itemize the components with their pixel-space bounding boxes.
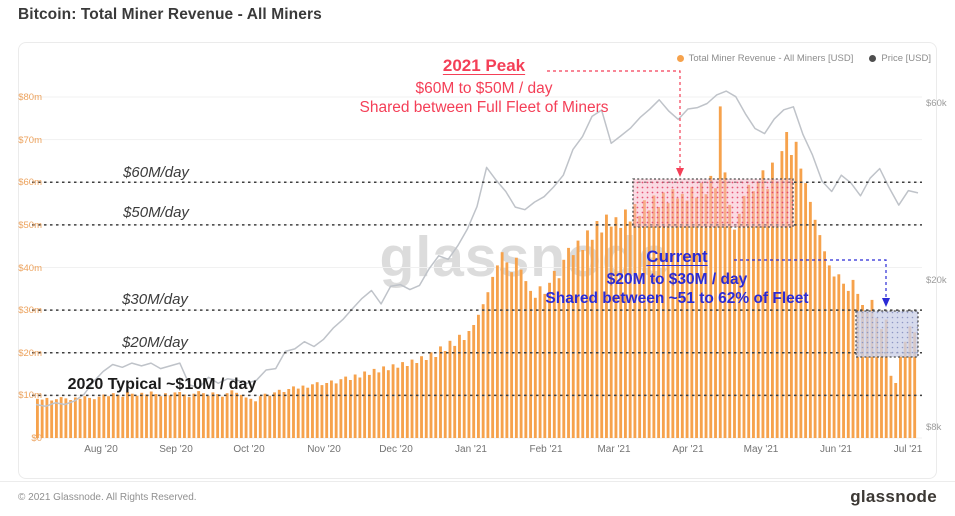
peak-annotation-title: 2021 Peak bbox=[442, 56, 526, 75]
y-tick-left-$40m: $40m bbox=[18, 262, 42, 274]
x-tick-Apr '21: Apr '21 bbox=[672, 444, 704, 455]
peak-annotation: 2021 Peak $60M to $50M / day Shared betw… bbox=[360, 56, 609, 117]
x-tick-Jan '21: Jan '21 bbox=[455, 444, 487, 455]
current-annotation-line1: $20M to $30M / day bbox=[606, 271, 748, 288]
x-tick-Jul '21: Jul '21 bbox=[893, 444, 923, 455]
legend-item-price[interactable]: Price [USD] bbox=[869, 53, 931, 64]
peak-connector-line bbox=[547, 70, 681, 168]
x-tick-May '21: May '21 bbox=[743, 444, 779, 455]
footer-divider bbox=[0, 481, 955, 482]
y-tick-left-$20m: $20m bbox=[18, 347, 42, 359]
y-tick-right-$8k: $8k bbox=[926, 422, 942, 433]
legend-label-price: Price [USD] bbox=[881, 53, 931, 64]
x-tick-Jun '21: Jun '21 bbox=[820, 444, 852, 455]
y-tick-left-$30m: $30m bbox=[18, 305, 42, 317]
peak-annotation-line2: Shared between Full Fleet of Miners bbox=[359, 99, 609, 116]
typical-2020-annotation: 2020 Typical ~$10M / day bbox=[67, 376, 257, 393]
level-label-20m: $20M/day bbox=[122, 334, 188, 351]
y-tick-left-$50m: $50m bbox=[18, 219, 42, 231]
x-tick-Oct '20: Oct '20 bbox=[233, 444, 265, 455]
x-tick-Mar '21: Mar '21 bbox=[597, 444, 631, 455]
level-label-30m: $30M/day bbox=[122, 291, 188, 308]
current-connector-line bbox=[734, 259, 887, 298]
level-label-50m: $50M/day bbox=[123, 204, 189, 221]
current-annotation-line2: Shared between ~51 to 62% of Fleet bbox=[545, 290, 809, 307]
price-line bbox=[35, 90, 919, 408]
peak-annotation-line1: $60M to $50M / day bbox=[415, 80, 553, 97]
peak-arrow-icon bbox=[676, 168, 684, 177]
y-tick-left-$70m: $70m bbox=[18, 134, 42, 146]
dashed-level-lines bbox=[32, 181, 922, 397]
x-tick-Sep '20: Sep '20 bbox=[159, 444, 193, 455]
footer-copyright: © 2021 Glassnode. All Rights Reserved. bbox=[18, 492, 197, 503]
x-tick-Feb '21: Feb '21 bbox=[529, 444, 563, 455]
current-annotation: Current $20M to $30M / day Shared betwee… bbox=[545, 247, 808, 308]
price-series-dot-icon bbox=[869, 55, 877, 62]
y-tick-right-$60k: $60k bbox=[926, 98, 947, 109]
x-tick-Dec '20: Dec '20 bbox=[379, 444, 413, 455]
page-title: Bitcoin: Total Miner Revenue - All Miner… bbox=[18, 6, 322, 23]
legend-item-revenue[interactable]: Total Miner Revenue - All Miners [USD] bbox=[676, 53, 854, 64]
x-tick-Aug '20: Aug '20 bbox=[84, 444, 118, 455]
chart-legend: Total Miner Revenue - All Miners [USD] P… bbox=[676, 53, 931, 64]
current-arrow-icon bbox=[882, 298, 890, 307]
y-tick-left-$0: $0 bbox=[31, 433, 42, 444]
x-tick-Nov '20: Nov '20 bbox=[307, 444, 341, 455]
y-tick-left-$60m: $60m bbox=[18, 177, 42, 189]
footer-glassnode-logo: glassnode bbox=[850, 487, 937, 506]
current-annotation-title: Current bbox=[646, 247, 708, 266]
y-tick-left-$80m: $80m bbox=[18, 92, 42, 103]
current-highlight-box bbox=[855, 310, 919, 358]
y-tick-left-$10m: $10m bbox=[18, 390, 42, 402]
y-tick-right-$20k: $20k bbox=[926, 274, 947, 286]
revenue-series-dot-icon bbox=[676, 55, 684, 62]
peak-highlight-box bbox=[632, 178, 794, 228]
level-label-60m: $60M/day bbox=[123, 164, 189, 181]
legend-label-revenue: Total Miner Revenue - All Miners [USD] bbox=[688, 53, 854, 64]
